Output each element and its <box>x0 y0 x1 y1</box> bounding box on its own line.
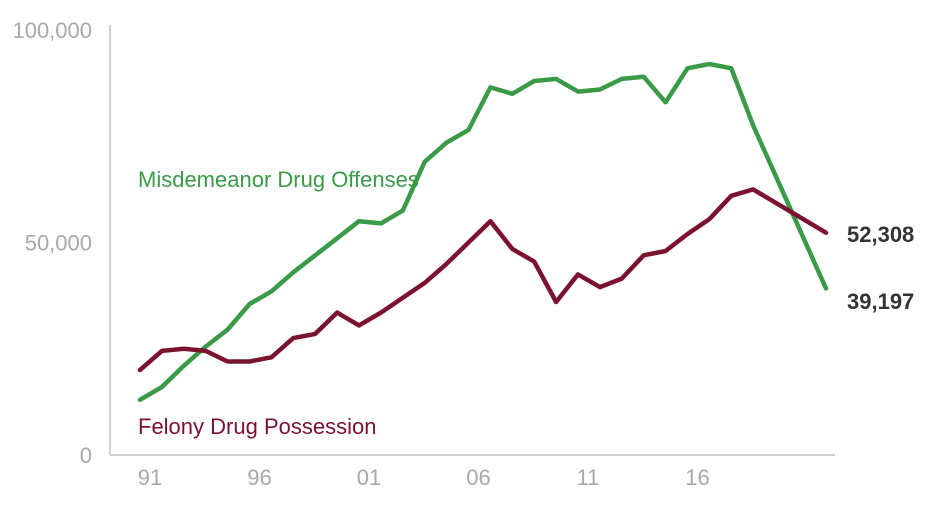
series-line-felony <box>137 187 829 373</box>
series-lines <box>137 61 829 403</box>
x-tick-label: 91 <box>138 465 162 490</box>
x-tick-label: 11 <box>577 465 600 490</box>
series-line-misdemeanor <box>137 61 829 403</box>
y-tick-label: 0 <box>80 443 92 468</box>
end-label-top: 52,308 <box>847 222 914 247</box>
x-tick-label: 96 <box>247 465 271 490</box>
end-label-bottom: 39,197 <box>847 289 914 314</box>
x-tick-labels: 91 96 01 06 11 16 <box>138 465 710 490</box>
axes <box>109 25 835 456</box>
series-label-misdemeanor: Misdemeanor Drug Offenses <box>138 167 419 192</box>
y-tick-labels: 0 50,000 100,000 <box>12 18 92 468</box>
series-label-felony: Felony Drug Possession <box>138 414 376 439</box>
x-tick-label: 06 <box>466 465 490 490</box>
x-tick-label: 16 <box>685 465 709 490</box>
x-tick-label: 01 <box>357 465 381 490</box>
y-tick-label: 50,000 <box>25 231 92 256</box>
series-labels: Misdemeanor Drug Offenses Felony Drug Pos… <box>138 167 914 439</box>
y-tick-label: 100,000 <box>12 18 92 43</box>
